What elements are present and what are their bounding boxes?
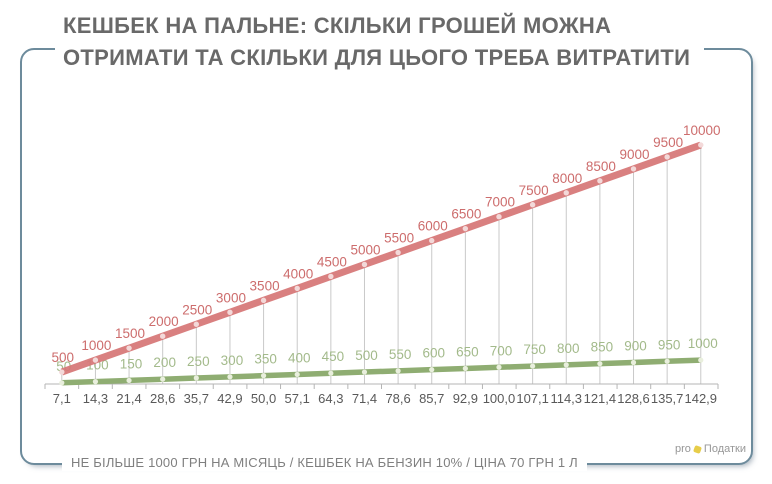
svg-text:650: 650 [456, 344, 479, 359]
svg-text:5000: 5000 [350, 243, 380, 258]
svg-text:350: 350 [254, 352, 277, 367]
brand-logo-prefix: pro [675, 443, 691, 455]
svg-text:700: 700 [490, 343, 513, 358]
yellow-mark-icon [692, 444, 702, 454]
svg-text:92,9: 92,9 [453, 391, 478, 406]
page-title: КЕШБЕК НА ПАЛЬНЕ: СКІЛЬКИ ГРОШЕЙ МОЖНА О… [55, 8, 705, 78]
page-title-line1: КЕШБЕК НА ПАЛЬНЕ: СКІЛЬКИ ГРОШЕЙ МОЖНА [63, 13, 612, 38]
footnote: НЕ БІЛЬШЕ 1000 ГРН НА МІСЯЦЬ / КЕШБЕК НА… [62, 454, 587, 471]
green-series-markers [59, 357, 704, 386]
svg-text:107,1: 107,1 [516, 391, 549, 406]
svg-text:6500: 6500 [451, 207, 481, 222]
svg-text:400: 400 [288, 350, 311, 365]
svg-text:121,4: 121,4 [584, 391, 617, 406]
svg-text:135,7: 135,7 [651, 391, 684, 406]
svg-text:14,3: 14,3 [83, 391, 108, 406]
svg-text:35,7: 35,7 [184, 391, 209, 406]
svg-text:100,0: 100,0 [483, 391, 516, 406]
svg-text:5500: 5500 [384, 231, 414, 246]
svg-text:750: 750 [523, 342, 546, 357]
red-series [60, 141, 702, 376]
gridlines [61, 145, 702, 384]
svg-text:142,9: 142,9 [684, 391, 717, 406]
svg-text:550: 550 [389, 347, 412, 362]
svg-text:500: 500 [355, 348, 378, 363]
svg-text:7000: 7000 [485, 195, 515, 210]
svg-text:600: 600 [422, 346, 445, 361]
svg-text:800: 800 [557, 341, 580, 356]
svg-text:85,7: 85,7 [419, 391, 444, 406]
svg-text:7500: 7500 [519, 183, 549, 198]
svg-text:71,4: 71,4 [352, 391, 377, 406]
svg-text:64,3: 64,3 [318, 391, 343, 406]
x-axis [44, 383, 719, 389]
svg-text:500: 500 [52, 350, 75, 365]
brand-logo: pro Податки [675, 443, 746, 455]
svg-text:850: 850 [591, 340, 614, 355]
svg-text:50,0: 50,0 [251, 391, 276, 406]
svg-text:3500: 3500 [250, 278, 280, 293]
brand-logo-name: Податки [703, 443, 746, 455]
svg-text:8500: 8500 [586, 159, 616, 174]
svg-text:1000: 1000 [688, 336, 718, 351]
svg-text:3000: 3000 [216, 290, 246, 305]
svg-text:900: 900 [624, 338, 647, 353]
svg-text:300: 300 [221, 353, 244, 368]
page-title-line2: ОТРИМАТИ ТА СКІЛЬКИ ДЛЯ ЦЬОГО ТРЕБА ВИТР… [63, 45, 691, 70]
svg-text:6000: 6000 [418, 219, 448, 234]
svg-text:10000: 10000 [683, 123, 721, 138]
svg-text:4500: 4500 [317, 254, 347, 269]
svg-text:250: 250 [187, 354, 210, 369]
green-series-line [61, 357, 701, 386]
svg-text:9000: 9000 [619, 147, 649, 162]
svg-text:21,4: 21,4 [116, 391, 141, 406]
svg-text:4000: 4000 [283, 266, 313, 281]
svg-text:2500: 2500 [182, 302, 212, 317]
svg-text:1500: 1500 [115, 326, 145, 341]
svg-text:9500: 9500 [653, 135, 683, 150]
red-series-line [60, 141, 702, 376]
svg-text:78,6: 78,6 [385, 391, 410, 406]
svg-text:42,9: 42,9 [217, 391, 242, 406]
svg-text:8000: 8000 [552, 171, 582, 186]
svg-text:1000: 1000 [81, 338, 111, 353]
red-series-markers [59, 142, 704, 375]
svg-text:114,3: 114,3 [550, 391, 582, 406]
svg-text:150: 150 [120, 356, 143, 371]
x-axis-labels: 7,1 14,3 21,4 28,6 35,7 42,9 50,0 57,1 64,3 71,4 7… [53, 391, 717, 406]
svg-text:7,1: 7,1 [53, 391, 71, 406]
green-series [61, 357, 701, 386]
svg-text:450: 450 [322, 349, 345, 364]
svg-text:128,6: 128,6 [617, 391, 650, 406]
green-series-labels: 50 100 150 200 250 300 350 400 450 500 550 600 650 70… [56, 336, 718, 374]
svg-text:950: 950 [658, 337, 681, 352]
svg-text:2000: 2000 [149, 314, 179, 329]
svg-text:200: 200 [153, 355, 176, 370]
svg-text:57,1: 57,1 [285, 391, 310, 406]
svg-text:28,6: 28,6 [150, 391, 175, 406]
